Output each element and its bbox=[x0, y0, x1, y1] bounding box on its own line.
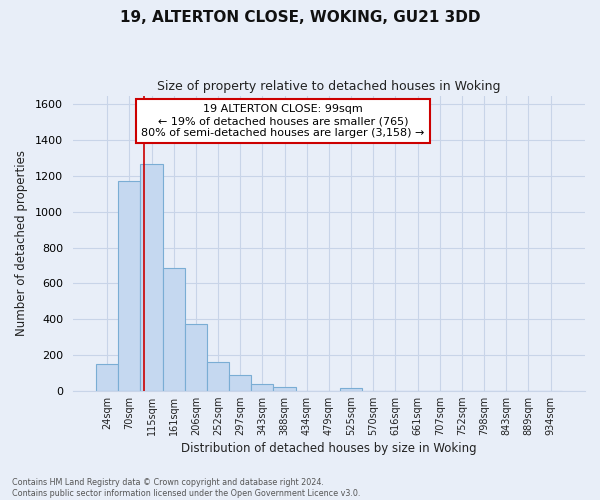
Bar bbox=[251, 384, 274, 390]
Bar bbox=[274, 387, 296, 390]
Text: 19, ALTERTON CLOSE, WOKING, GU21 3DD: 19, ALTERTON CLOSE, WOKING, GU21 3DD bbox=[120, 10, 480, 25]
Bar bbox=[229, 374, 251, 390]
Bar bbox=[163, 268, 185, 390]
Title: Size of property relative to detached houses in Woking: Size of property relative to detached ho… bbox=[157, 80, 500, 93]
Bar bbox=[118, 180, 140, 390]
X-axis label: Distribution of detached houses by size in Woking: Distribution of detached houses by size … bbox=[181, 442, 477, 455]
Bar bbox=[185, 324, 207, 390]
Y-axis label: Number of detached properties: Number of detached properties bbox=[15, 150, 28, 336]
Bar bbox=[140, 164, 163, 390]
Bar bbox=[340, 388, 362, 390]
Text: 19 ALTERTON CLOSE: 99sqm
← 19% of detached houses are smaller (765)
80% of semi-: 19 ALTERTON CLOSE: 99sqm ← 19% of detach… bbox=[141, 104, 424, 138]
Bar bbox=[96, 364, 118, 390]
Text: Contains HM Land Registry data © Crown copyright and database right 2024.
Contai: Contains HM Land Registry data © Crown c… bbox=[12, 478, 361, 498]
Bar bbox=[207, 362, 229, 390]
